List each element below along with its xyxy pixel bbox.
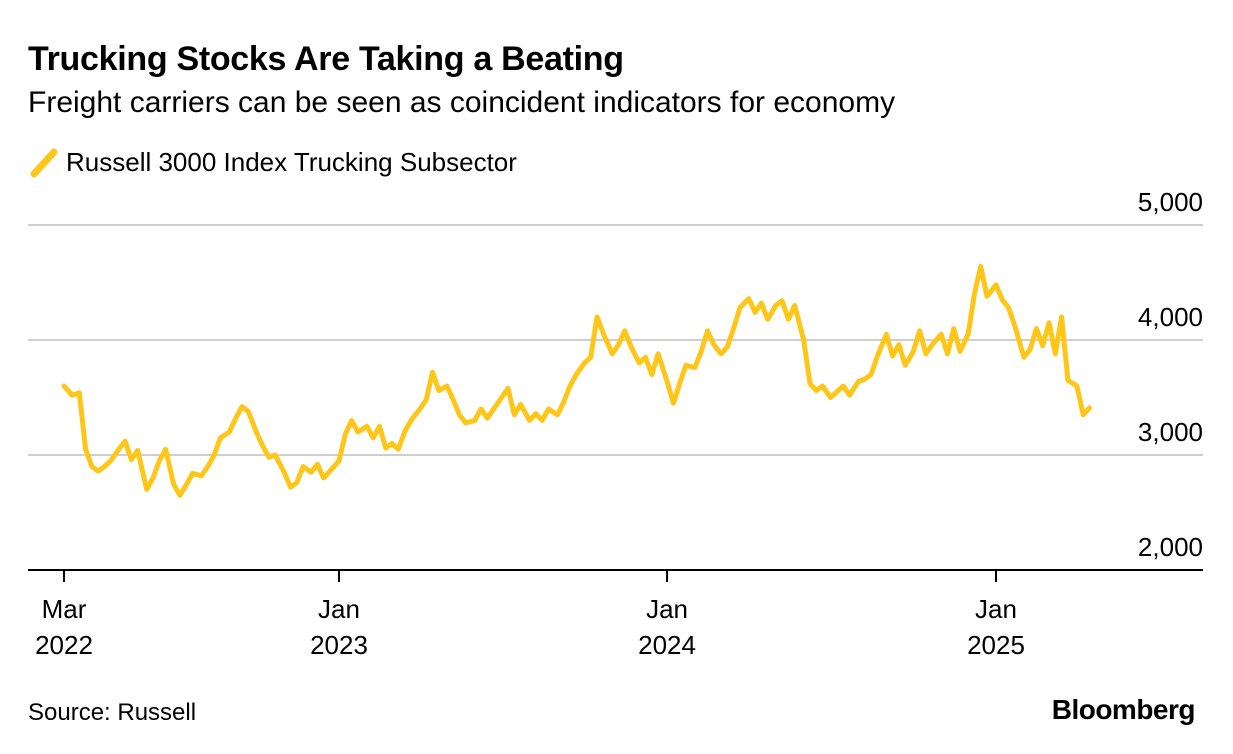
x-tick-label-year: 2024 xyxy=(638,630,696,660)
bloomberg-logo: Bloomberg xyxy=(1051,694,1196,725)
y-tick-label: 2,000 xyxy=(1138,532,1203,562)
source-note: Source: Russell xyxy=(28,699,197,726)
x-tick-label-month: Mar xyxy=(42,594,87,624)
x-tick-label-month: Jan xyxy=(975,594,1017,624)
gridlines xyxy=(28,224,1203,456)
x-tick-label-year: 2025 xyxy=(967,630,1025,660)
chart-title: Trucking Stocks Are Taking a Beating xyxy=(28,40,624,78)
chart-subtitle: Freight carriers can be seen as coincide… xyxy=(28,86,896,119)
y-tick-label: 5,000 xyxy=(1138,187,1203,217)
x-tick-label-year: 2023 xyxy=(310,630,368,660)
y-tick-label: 4,000 xyxy=(1138,302,1203,332)
x-tick-label-month: Jan xyxy=(646,594,688,624)
y-tick-label: 3,000 xyxy=(1138,417,1203,447)
x-tick-label-year: 2022 xyxy=(35,630,93,660)
series-line xyxy=(61,263,1092,498)
x-axis-labels: Mar 2022 Jan 2023 Jan 2024 Jan 2025 xyxy=(35,594,1025,660)
y-axis-labels: 5,000 4,000 3,000 2,000 xyxy=(1138,187,1203,562)
legend-swatch-icon xyxy=(30,148,58,177)
x-axis xyxy=(28,569,1203,582)
legend: Russell 3000 Index Trucking Subsector xyxy=(28,147,517,178)
x-tick-label-month: Jan xyxy=(318,594,360,624)
legend-label: Russell 3000 Index Trucking Subsector xyxy=(66,147,517,177)
series-layer xyxy=(61,263,1092,498)
